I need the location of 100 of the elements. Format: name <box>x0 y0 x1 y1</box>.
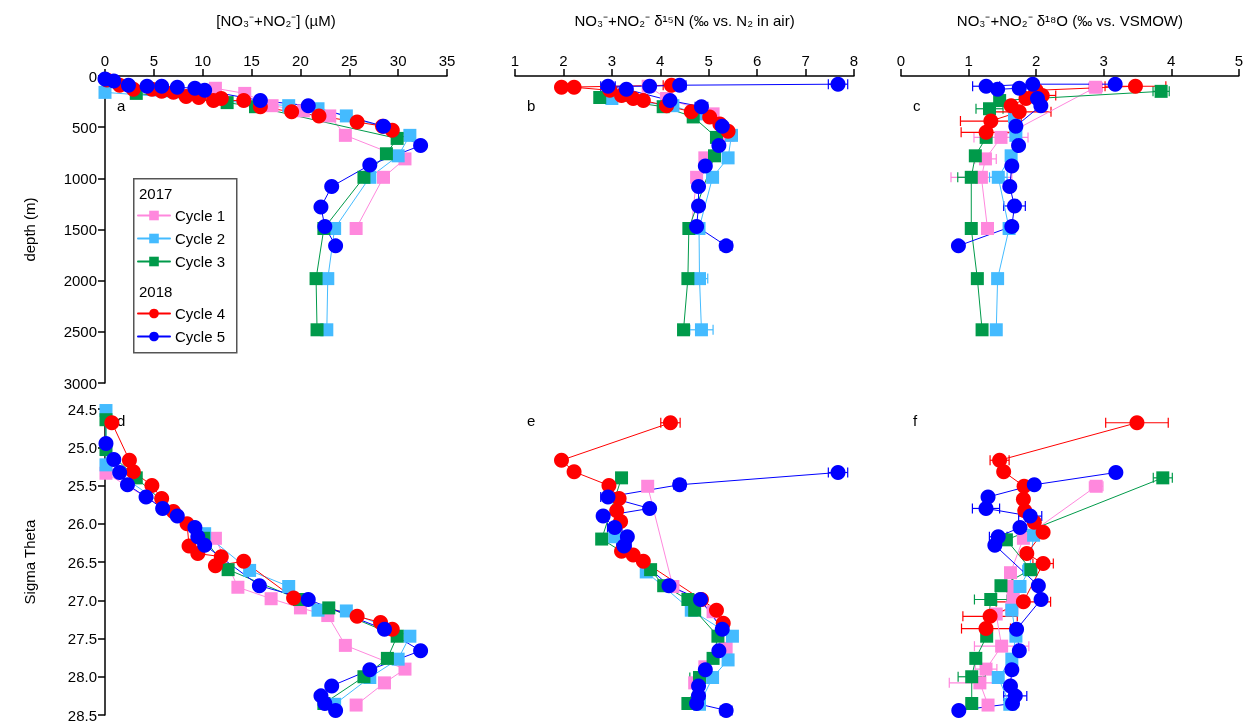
point <box>708 602 724 618</box>
point <box>251 578 267 594</box>
x-tick-label: 15 <box>243 52 260 69</box>
point <box>1011 643 1027 659</box>
point <box>1033 98 1049 114</box>
point <box>711 643 727 659</box>
point <box>554 452 569 468</box>
x-tick-label: 7 <box>801 52 810 69</box>
point <box>377 676 391 690</box>
point <box>1127 78 1143 94</box>
x-tick-label: 3 <box>1099 52 1108 69</box>
point <box>681 272 695 286</box>
point <box>324 678 340 694</box>
point <box>965 670 979 684</box>
y-tick-label: 28.5 <box>67 706 97 724</box>
point <box>978 500 994 516</box>
point <box>688 603 702 617</box>
y-tick-label: 2500 <box>63 323 97 341</box>
x-tick-label: 1 <box>964 52 973 69</box>
point <box>349 221 363 235</box>
x-tick-label: 5 <box>1234 52 1243 69</box>
point <box>1011 138 1027 154</box>
point <box>694 323 708 337</box>
point <box>989 323 1003 337</box>
point <box>983 102 997 116</box>
point <box>236 93 252 109</box>
point <box>413 138 429 154</box>
point <box>403 629 417 643</box>
point <box>980 221 994 235</box>
point <box>119 477 135 493</box>
point <box>1025 76 1041 92</box>
point <box>349 114 365 130</box>
point <box>403 128 417 142</box>
point <box>104 415 120 431</box>
x-axis-title: NO₃⁻+NO₂⁻ δ¹⁵N (‰ vs. N₂ in air) <box>574 12 795 29</box>
point <box>252 93 268 109</box>
point <box>144 478 160 493</box>
y-tick-label: 24.5 <box>67 400 97 418</box>
annotation: c <box>913 97 921 114</box>
point <box>322 601 336 615</box>
point <box>975 323 989 337</box>
y-tick-label: 26.0 <box>67 515 97 533</box>
point <box>677 323 691 337</box>
point <box>98 85 112 99</box>
point <box>978 621 994 637</box>
x-tick-label: 6 <box>752 52 762 69</box>
x-tick-label: 25 <box>340 52 358 69</box>
point <box>566 464 582 480</box>
point <box>106 451 122 467</box>
point <box>169 508 185 524</box>
point <box>339 109 353 123</box>
x-tick-label: 5 <box>149 52 159 69</box>
point <box>721 151 735 165</box>
point <box>112 465 128 480</box>
point <box>1002 179 1018 195</box>
point <box>691 179 707 195</box>
x-axis-title: NO₃⁻+NO₂⁻ δ¹⁸O (‰ vs. VSMOW) <box>956 12 1184 29</box>
y-tick-label: 2000 <box>63 272 97 290</box>
point <box>282 579 296 593</box>
point <box>376 621 392 637</box>
point <box>207 558 223 574</box>
point <box>357 170 371 184</box>
point <box>981 698 995 712</box>
point <box>1022 508 1038 524</box>
x-tick-label: 10 <box>194 52 212 69</box>
point <box>566 79 582 95</box>
legend-label: Cycle 1 <box>175 207 226 224</box>
point <box>711 138 727 154</box>
point <box>978 124 994 140</box>
point <box>379 147 393 161</box>
point <box>595 532 609 546</box>
point <box>996 464 1012 480</box>
point <box>264 592 278 606</box>
point <box>618 81 634 97</box>
point <box>1156 471 1170 485</box>
x-tick-label: 30 <box>389 52 407 69</box>
point <box>1012 520 1028 536</box>
point <box>1033 591 1049 607</box>
point <box>197 537 213 553</box>
point <box>1003 566 1017 580</box>
point <box>984 592 998 606</box>
y-tick-label: 27.5 <box>67 630 97 647</box>
point <box>1035 524 1051 540</box>
point <box>987 537 1003 553</box>
point <box>284 104 300 120</box>
x-tick-label: 3 <box>607 52 617 69</box>
y-tick-label: 0 <box>88 67 97 85</box>
point <box>138 489 154 505</box>
point <box>982 608 998 624</box>
point <box>300 98 316 114</box>
x-tick-label: 2 <box>1031 52 1041 69</box>
y-tick-label: 28.0 <box>67 668 97 686</box>
point <box>1011 104 1027 120</box>
point <box>970 272 984 286</box>
point <box>991 272 1005 286</box>
point <box>1008 118 1024 134</box>
point <box>286 590 302 606</box>
y-tick-label: 26.5 <box>67 553 97 571</box>
x-axis-title: [NO₃⁻+NO₂⁻] (µM) <box>216 12 336 29</box>
y-axis-title: depth (m) <box>21 197 38 262</box>
